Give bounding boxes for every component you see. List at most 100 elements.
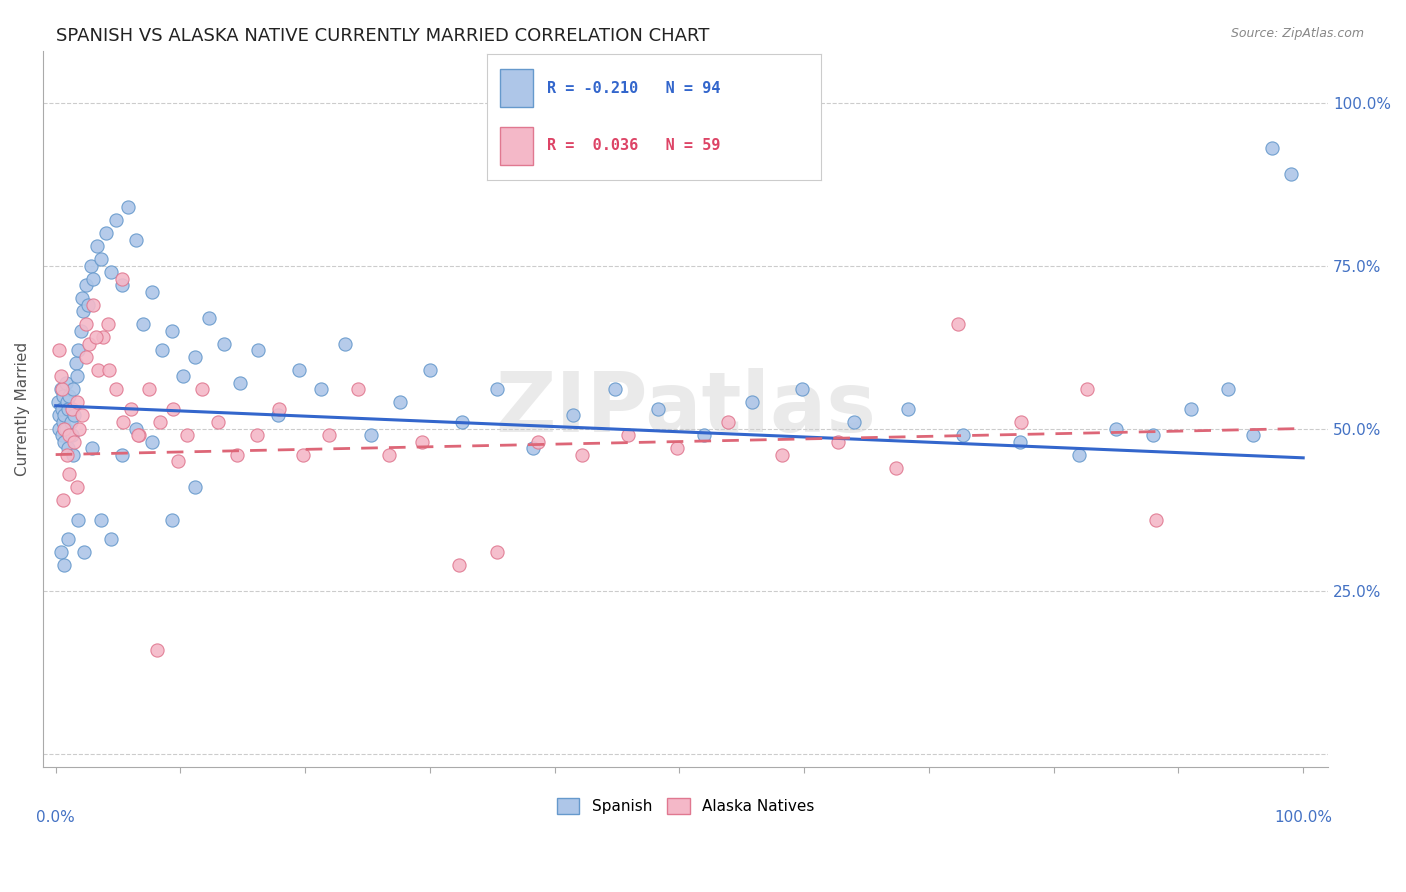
Point: [207, 415, 229, 429]
Point: [51, 383, 73, 397]
Point: [162, 401, 184, 416]
Point: [124, 421, 146, 435]
Point: [447, 558, 470, 573]
Point: [80, 441, 103, 455]
Point: [104, 383, 127, 397]
Point: [1010, 415, 1032, 429]
Point: [190, 383, 212, 397]
Point: [79, 259, 101, 273]
Point: [311, 383, 333, 397]
Point: [55, 376, 77, 390]
Point: [49, 369, 72, 384]
Point: [145, 643, 167, 657]
Point: [52, 415, 75, 429]
Point: [827, 434, 849, 449]
Point: [897, 401, 920, 416]
Point: [58, 428, 80, 442]
Text: ZIPatlas: ZIPatlas: [495, 368, 876, 450]
Point: [333, 336, 356, 351]
Point: [693, 428, 716, 442]
Point: [112, 415, 135, 429]
Point: [267, 401, 290, 416]
Point: [100, 265, 122, 279]
Point: [172, 369, 194, 384]
Point: [67, 343, 90, 358]
Point: [127, 428, 149, 442]
Point: [377, 448, 399, 462]
Point: [75, 278, 97, 293]
Point: [141, 285, 163, 299]
Point: [842, 415, 865, 429]
Point: [141, 434, 163, 449]
Point: [79, 336, 101, 351]
Point: [132, 318, 155, 332]
Point: [790, 383, 813, 397]
Point: [741, 395, 763, 409]
Point: [212, 336, 235, 351]
Point: [717, 415, 740, 429]
Point: [48, 343, 70, 358]
Text: SPANISH VS ALASKA NATIVE CURRENTLY MARRIED CORRELATION CHART: SPANISH VS ALASKA NATIVE CURRENTLY MARRI…: [56, 27, 710, 45]
Point: [56, 401, 79, 416]
Point: [66, 369, 89, 384]
Point: [1142, 428, 1164, 442]
Point: [98, 363, 121, 377]
Point: [603, 383, 626, 397]
Point: [318, 428, 340, 442]
Point: [73, 545, 96, 559]
Point: [75, 350, 97, 364]
Point: [87, 363, 110, 377]
Point: [1076, 383, 1098, 397]
Point: [176, 428, 198, 442]
Point: [1144, 513, 1167, 527]
Point: [63, 434, 86, 449]
Text: Source: ZipAtlas.com: Source: ZipAtlas.com: [1230, 27, 1364, 40]
Point: [69, 324, 91, 338]
Point: [665, 441, 688, 455]
Point: [94, 226, 117, 240]
Point: [267, 409, 290, 423]
Point: [128, 428, 150, 442]
Point: [67, 513, 90, 527]
Point: [75, 318, 97, 332]
Point: [90, 252, 112, 267]
Point: [53, 434, 76, 449]
Point: [48, 409, 70, 423]
Point: [562, 409, 585, 423]
Point: [70, 409, 93, 423]
Point: [117, 200, 139, 214]
Point: [72, 304, 94, 318]
Point: [48, 421, 70, 435]
Point: [65, 356, 87, 370]
Point: [111, 271, 134, 285]
Point: [360, 428, 382, 442]
Point: [120, 401, 142, 416]
Point: [77, 298, 100, 312]
Point: [97, 318, 120, 332]
Point: [53, 421, 76, 435]
Point: [184, 480, 207, 494]
Point: [56, 448, 79, 462]
Point: [84, 330, 107, 344]
Point: [946, 318, 969, 332]
Point: [419, 363, 441, 377]
Point: [124, 233, 146, 247]
Point: [53, 558, 76, 573]
Point: [111, 448, 134, 462]
Point: [1241, 428, 1264, 442]
Point: [617, 428, 640, 442]
Point: [486, 383, 509, 397]
Point: [522, 441, 544, 455]
Text: 100.0%: 100.0%: [1274, 810, 1333, 825]
Point: [1218, 383, 1240, 397]
Point: [52, 493, 75, 508]
Point: [52, 389, 75, 403]
Point: [149, 415, 172, 429]
Point: [60, 428, 83, 442]
Point: [58, 389, 80, 403]
Point: [59, 415, 82, 429]
Point: [952, 428, 974, 442]
Point: [62, 383, 84, 397]
Point: [1105, 421, 1128, 435]
Point: [486, 545, 509, 559]
